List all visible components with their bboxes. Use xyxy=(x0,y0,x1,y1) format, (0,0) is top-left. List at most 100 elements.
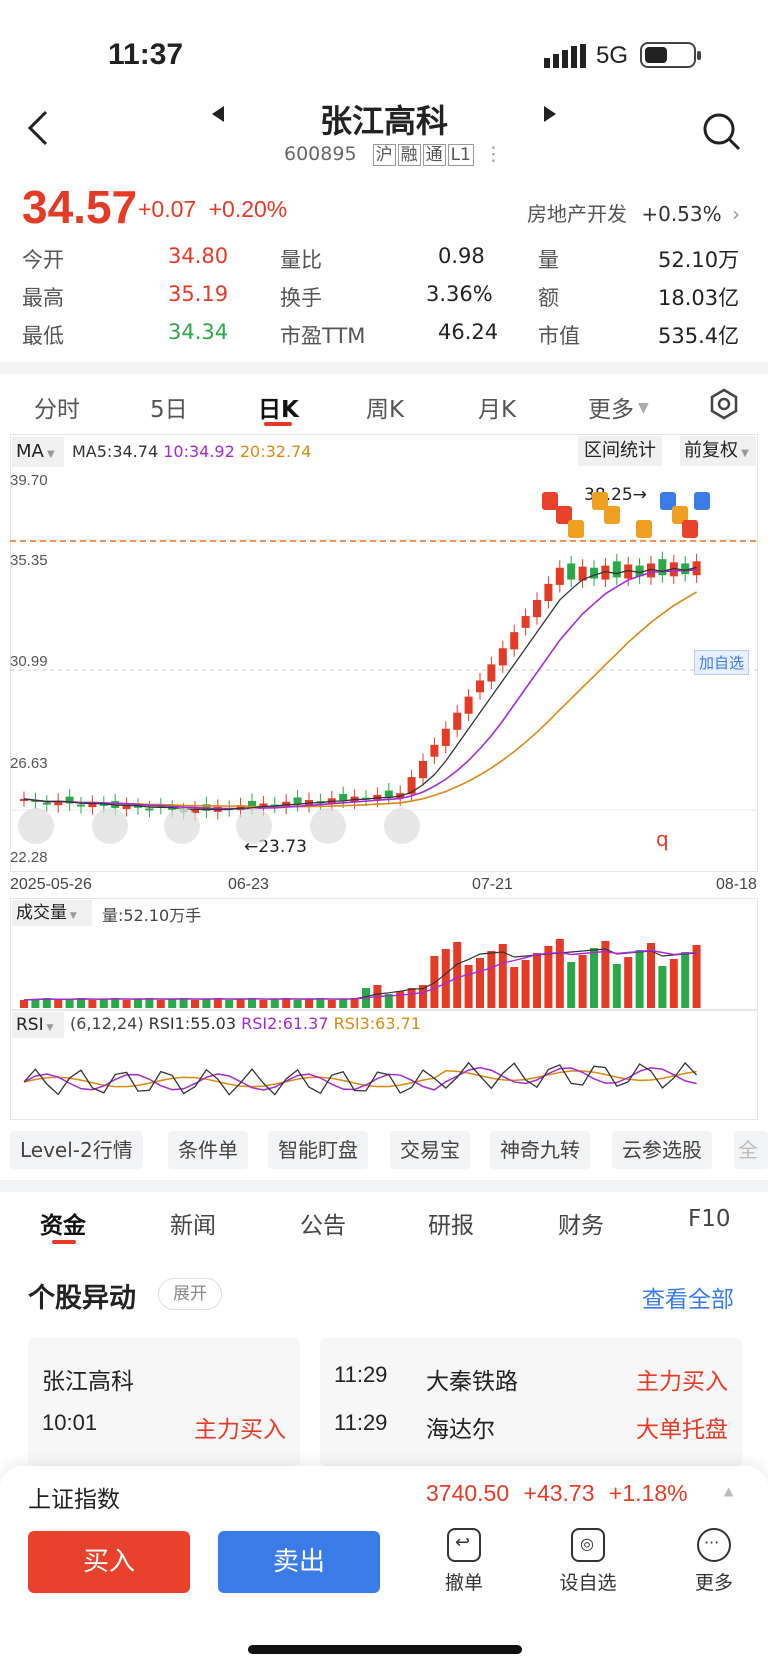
candle-body xyxy=(498,648,507,666)
volume-bar xyxy=(555,939,564,1008)
feature-conditional-order[interactable]: 条件单 xyxy=(168,1131,248,1169)
stock-name: 张江高科 xyxy=(319,102,448,140)
volume-bar xyxy=(464,965,473,1008)
stat-label: 换手 xyxy=(280,286,322,310)
tab-more[interactable]: 更多 xyxy=(588,397,634,423)
volume-bar xyxy=(99,999,108,1008)
expand-button[interactable]: 展开 xyxy=(158,1278,222,1310)
stat-label: 最低 xyxy=(22,324,64,348)
volume-bar xyxy=(327,1000,336,1008)
tab-funds[interactable]: 资金 xyxy=(40,1213,86,1239)
tab-news[interactable]: 新闻 xyxy=(170,1213,216,1239)
signal-marker xyxy=(568,520,584,538)
kline-chart-panel[interactable] xyxy=(10,434,758,872)
stat-label: 市盈TTM xyxy=(280,324,366,348)
rsi-params: (6,12,24) xyxy=(70,1014,144,1033)
more-label: 更多 xyxy=(694,1572,733,1594)
feature-level2[interactable]: Level-2行情 xyxy=(10,1131,143,1169)
volume-bar xyxy=(88,1000,97,1008)
cancel-order-button[interactable]: ↩ 撤单 xyxy=(424,1528,504,1595)
add-watch-badge[interactable]: 加自选 xyxy=(694,650,750,675)
feature-cloud-pick[interactable]: 云参选股 xyxy=(612,1131,712,1169)
divider xyxy=(0,362,768,374)
signal-marker xyxy=(542,492,558,510)
zoom-in-icon[interactable] xyxy=(92,808,128,844)
volume-panel[interactable] xyxy=(10,898,758,1010)
volume-bar xyxy=(202,999,211,1008)
stat-value: 34.34 xyxy=(168,320,229,344)
rsi-panel[interactable] xyxy=(10,1010,758,1120)
signal-icon xyxy=(544,44,586,68)
stat-value: 35.19 xyxy=(168,282,229,306)
ma-selector[interactable]: MA ▼ xyxy=(12,437,64,467)
signal-marker xyxy=(636,520,652,538)
volume-bar xyxy=(635,950,644,1008)
more-button[interactable]: ··· 更多 xyxy=(674,1528,754,1595)
volume-bar xyxy=(396,991,405,1008)
fullscreen-icon[interactable] xyxy=(384,808,420,844)
candle-body xyxy=(99,803,108,806)
movement-card-market[interactable]: 11:29 大秦铁路 主力买入 11:29 海达尔 大单托盘 xyxy=(320,1338,742,1466)
volume-bar xyxy=(601,941,610,1008)
index-change: +43.73 xyxy=(523,1480,595,1506)
search-icon[interactable] xyxy=(702,112,742,152)
candle-body xyxy=(384,790,393,798)
caret-up-icon[interactable]: ▲ xyxy=(724,1484,734,1498)
sector-link[interactable]: 房地产开发 +0.53% › xyxy=(527,198,740,227)
rewind-icon[interactable] xyxy=(18,808,54,844)
candle-body xyxy=(77,804,85,807)
volume-bar xyxy=(590,948,598,1008)
pan-right-icon[interactable] xyxy=(310,808,346,844)
pan-left-icon[interactable] xyxy=(236,808,272,844)
tag-hu: 沪 xyxy=(372,144,396,166)
tab-timeshare[interactable]: 分时 xyxy=(34,397,80,423)
prev-stock-icon[interactable] xyxy=(210,104,226,124)
tab-monthly-k[interactable]: 月K xyxy=(478,397,517,423)
stat-value: 46.24 xyxy=(438,320,499,344)
adjust-selector[interactable]: 前复权 ▼ xyxy=(680,436,756,466)
range-stats-button[interactable]: 区间统计 xyxy=(578,436,662,466)
index-name[interactable]: 上证指数 xyxy=(28,1487,120,1513)
date-tick: 2025-05-26 xyxy=(10,876,92,893)
next-stock-icon[interactable] xyxy=(542,104,558,124)
movement-card-self[interactable]: 张江高科 10:01 主力买入 xyxy=(28,1338,300,1466)
feature-smart-watch[interactable]: 智能盯盘 xyxy=(268,1131,368,1169)
candle-body xyxy=(168,807,177,810)
tab-f10[interactable]: F10 xyxy=(688,1206,731,1232)
change-percent: +0.20% xyxy=(208,196,288,222)
candle-body xyxy=(20,798,28,801)
volume-bar xyxy=(487,951,496,1008)
zoom-out-icon[interactable] xyxy=(164,808,200,844)
tab-5day[interactable]: 5日 xyxy=(150,397,188,423)
buy-button[interactable]: 买入 xyxy=(28,1531,190,1593)
movement-event: 大单托盘 xyxy=(636,1417,728,1443)
volume-selector[interactable]: 成交量 ▼ xyxy=(12,900,92,926)
rsi-label: RSI xyxy=(16,1015,44,1035)
add-watch-button[interactable]: ◎ 设自选 xyxy=(548,1528,628,1595)
candle-body xyxy=(590,567,598,579)
stat-label: 额 xyxy=(538,286,559,310)
tab-research[interactable]: 研报 xyxy=(428,1213,474,1239)
feature-magic-nine[interactable]: 神奇九转 xyxy=(490,1131,590,1169)
more-dots-icon[interactable]: ⋮ xyxy=(483,143,503,165)
tab-announcement[interactable]: 公告 xyxy=(300,1213,346,1239)
feature-all[interactable]: 全 xyxy=(734,1131,768,1169)
candle-body xyxy=(692,561,701,576)
chart-nav-controls xyxy=(18,808,420,844)
settings-hex-icon[interactable] xyxy=(708,388,740,420)
date-tick: 06-23 xyxy=(228,876,269,893)
tab-daily-k[interactable]: 日K xyxy=(258,397,299,423)
back-icon[interactable] xyxy=(26,108,50,148)
tab-weekly-k[interactable]: 周K xyxy=(366,397,405,423)
sell-button[interactable]: 卖出 xyxy=(218,1531,380,1593)
rsi-selector[interactable]: RSI ▼ xyxy=(12,1012,64,1038)
volume-bar xyxy=(476,958,484,1008)
candle-body xyxy=(578,566,587,581)
ma-label: MA xyxy=(16,441,44,462)
cancel-order-icon: ↩ xyxy=(447,1528,481,1562)
view-all-link[interactable]: 查看全部 xyxy=(642,1287,734,1313)
sector-pct: +0.53% xyxy=(641,202,722,226)
candle-body xyxy=(510,632,519,650)
feature-trade-treasure[interactable]: 交易宝 xyxy=(390,1131,470,1169)
tab-finance[interactable]: 财务 xyxy=(558,1213,604,1239)
